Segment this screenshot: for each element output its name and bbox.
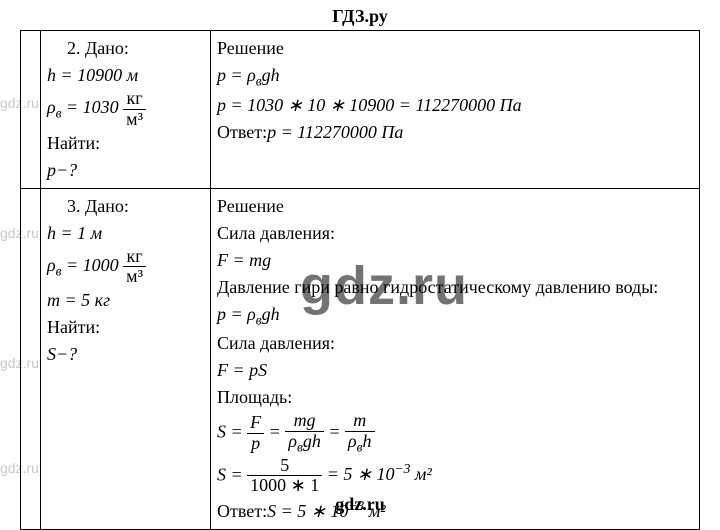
given-line: h = 1 м bbox=[47, 220, 204, 247]
table-row: 3. Дано: h = 1 м ρв = 1000 кг м³ m = 5 к… bbox=[21, 188, 700, 530]
given-line: ρв = 1030 кг м³ bbox=[47, 89, 204, 130]
fraction: кг м³ bbox=[123, 89, 146, 130]
formula-line: S = F p = mg ρвgh = m ρвh bbox=[217, 411, 693, 455]
formula-line: p = ρвgh bbox=[217, 62, 693, 92]
problem-number: 3. bbox=[67, 196, 81, 216]
var-h: h = 1 м bbox=[47, 223, 102, 243]
given-cell: 2. Дано: h = 10900 м ρв = 1030 кг м³ Най… bbox=[41, 31, 211, 189]
given-label: Дано: bbox=[85, 38, 129, 58]
equals: = 1030 bbox=[62, 97, 124, 117]
solution-cell: Решение p = ρвgh p = 1030 ∗ 10 ∗ 10900 =… bbox=[211, 31, 700, 189]
site-header: ГДЗ.ру bbox=[0, 2, 720, 31]
fraction: 5 1000 ∗ 1 bbox=[247, 456, 322, 497]
stub-cell bbox=[21, 188, 41, 530]
formula-line: F = mg bbox=[217, 247, 693, 274]
find-var: p−? bbox=[47, 157, 204, 184]
solution-label: Решение bbox=[217, 193, 693, 220]
answer-line: Ответ:p = 112270000 Па bbox=[217, 119, 693, 146]
fraction: F p bbox=[247, 413, 264, 454]
text-line: Сила давления: bbox=[217, 330, 693, 357]
calc-line: S = 5 1000 ∗ 1 = 5 ∗ 10−3 м² bbox=[217, 456, 693, 497]
denominator: м³ bbox=[123, 110, 146, 130]
given-line: 3. Дано: bbox=[47, 193, 204, 220]
given-label: Дано: bbox=[85, 196, 129, 216]
text-line: Давление гири равно гидростатическому да… bbox=[217, 274, 693, 301]
var-h: h = 10900 м bbox=[47, 65, 138, 85]
given-line: ρв = 1000 кг м³ bbox=[47, 247, 204, 288]
formula-line: p = ρвgh bbox=[217, 301, 693, 331]
given-line: 2. Дано: bbox=[47, 35, 204, 62]
calc-line: p = 1030 ∗ 10 ∗ 10900 = 112270000 Па bbox=[217, 92, 693, 119]
var-m: m = 5 кг bbox=[47, 290, 110, 310]
text-line: Площадь: bbox=[217, 384, 693, 411]
numerator: кг bbox=[123, 89, 146, 110]
fraction: mg ρвgh bbox=[285, 411, 324, 455]
solution-label: Решение bbox=[217, 35, 693, 62]
solution-cell: Решение Сила давления: F = mg Давление г… bbox=[211, 188, 700, 530]
formula-line: F = pS bbox=[217, 357, 693, 384]
given-line: m = 5 кг bbox=[47, 287, 204, 314]
numerator: кг bbox=[123, 247, 146, 268]
find-var: S−? bbox=[47, 341, 204, 368]
denominator: м³ bbox=[123, 267, 146, 287]
stub-cell bbox=[21, 31, 41, 189]
solution-table: 2. Дано: h = 10900 м ρв = 1030 кг м³ Най… bbox=[20, 30, 700, 530]
given-cell: 3. Дано: h = 1 м ρв = 1000 кг м³ m = 5 к… bbox=[41, 188, 211, 530]
table-row: 2. Дано: h = 10900 м ρв = 1030 кг м³ Най… bbox=[21, 31, 700, 189]
fraction: m ρвh bbox=[345, 411, 375, 455]
given-line: h = 10900 м bbox=[47, 62, 204, 89]
text-line: Сила давления: bbox=[217, 220, 693, 247]
find-label: Найти: bbox=[47, 314, 204, 341]
problem-number: 2. bbox=[67, 38, 81, 58]
var-rho: ρ bbox=[47, 97, 56, 117]
fraction: кг м³ bbox=[123, 247, 146, 288]
find-label: Найти: bbox=[47, 130, 204, 157]
